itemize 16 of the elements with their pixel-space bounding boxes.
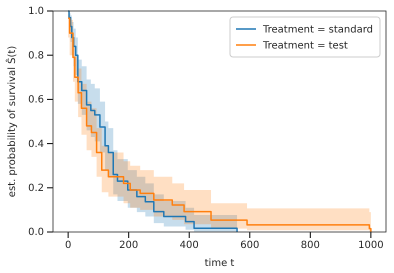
y-axis-title: est. probability of survival Ŝ(t) (5, 46, 18, 198)
y-tick-label: 0.4 (28, 138, 44, 150)
x-tick-label: 400 (180, 240, 199, 252)
y-tick-label: 0.8 (28, 50, 44, 62)
y-tick-label: 1.0 (28, 6, 44, 18)
x-axis-title: time t (204, 258, 234, 269)
y-tick-label: 0.0 (28, 227, 44, 238)
legend-label: Treatment = test (262, 40, 348, 52)
y-tick-label: 0.6 (28, 94, 44, 106)
legend-label: Treatment = standard (262, 24, 373, 36)
x-tick-label: 0 (64, 240, 72, 252)
x-tick-label: 200 (119, 240, 138, 252)
y-tick-label: 0.2 (28, 183, 44, 194)
x-tick-label: 600 (240, 240, 260, 252)
x-tick-label: 800 (300, 240, 320, 252)
x-tick-label: 1000 (358, 240, 384, 252)
